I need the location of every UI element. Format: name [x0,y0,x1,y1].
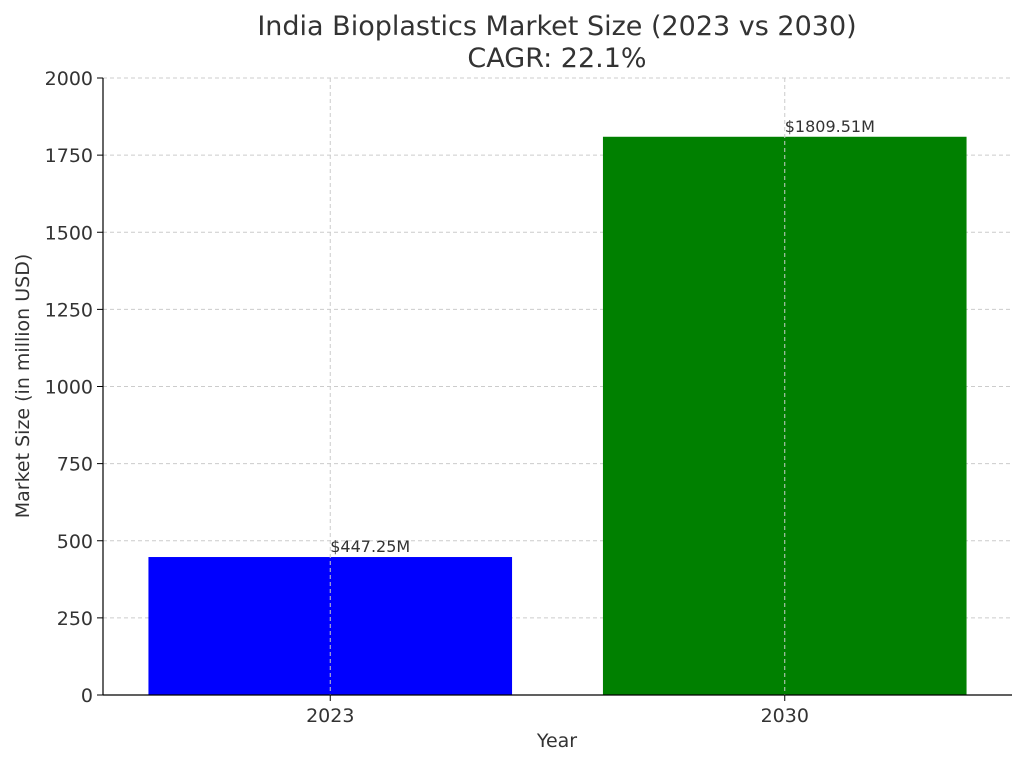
y-tick-label: 1000 [45,377,93,399]
y-tick-label: 250 [57,608,93,630]
y-axis-label: Market Size (in million USD) [12,254,34,519]
x-tick-label: 2023 [306,705,354,727]
data-label-2030: $1809.51M [785,117,875,136]
y-tick-label: 1750 [45,145,93,167]
data-label-2023: $447.25M [330,537,410,556]
chart-subtitle: CAGR: 22.1% [467,43,646,74]
y-tick-label: 2000 [45,68,93,90]
chart-title: India Bioplastics Market Size (2023 vs 2… [257,11,856,42]
y-tick-label: 1500 [45,222,93,244]
data-labels: $447.25M $1809.51M [330,117,875,556]
x-grid-lines [329,78,786,695]
y-tick-label: 1250 [45,299,93,321]
y-tick-label: 500 [57,531,93,553]
y-tick-label: 750 [57,454,93,476]
x-tick-labels: 2023 2030 [306,705,809,727]
y-tick-label: 0 [81,685,93,707]
x-axis-label: Year [536,730,577,752]
axes [97,77,1012,701]
bars [148,136,967,695]
y-tick-labels: 0 250 500 750 1000 1250 1500 1750 2000 [45,68,93,707]
x-tick-label: 2030 [761,705,809,727]
